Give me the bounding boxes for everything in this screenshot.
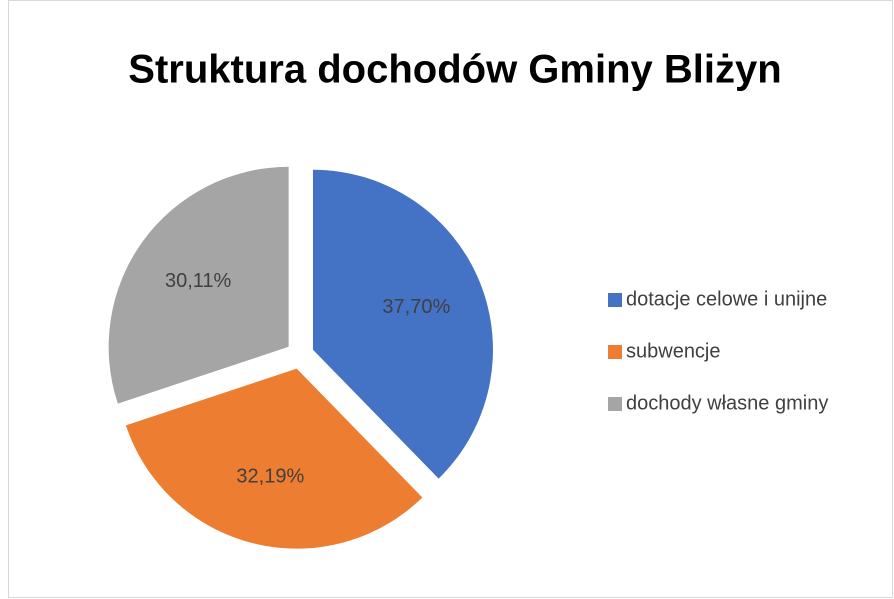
pie-slice (125, 368, 423, 549)
pie-slice (312, 169, 493, 479)
pie-slice (108, 166, 289, 404)
legend-swatch (608, 293, 622, 307)
chart-title: Struktura dochodów Gminy Bliżyn (128, 48, 781, 92)
legend-label: subwencje (626, 340, 721, 362)
legend-swatch (608, 345, 622, 359)
data-label: 32,19% (236, 465, 304, 487)
data-label: 37,70% (382, 296, 450, 318)
data-label: 30,11% (165, 270, 232, 292)
legend-label: dotacje celowe i unijne (626, 288, 827, 310)
legend-label: dochody własne gminy (626, 392, 828, 414)
legend-swatch (608, 397, 622, 411)
